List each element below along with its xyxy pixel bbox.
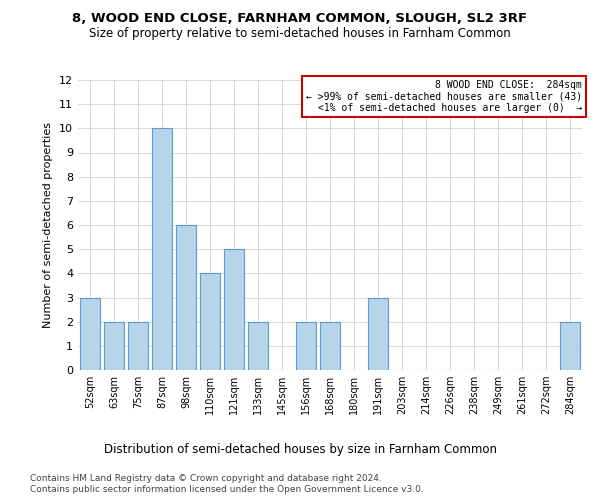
Bar: [560, 322, 580, 370]
Bar: [176, 225, 196, 370]
Bar: [128, 322, 148, 370]
Text: Contains public sector information licensed under the Open Government Licence v3: Contains public sector information licen…: [30, 485, 424, 494]
Text: 8 WOOD END CLOSE:  284sqm
← >99% of semi-detached houses are smaller (43)
<1% of: 8 WOOD END CLOSE: 284sqm ← >99% of semi-…: [306, 80, 582, 113]
Text: 8, WOOD END CLOSE, FARNHAM COMMON, SLOUGH, SL2 3RF: 8, WOOD END CLOSE, FARNHAM COMMON, SLOUG…: [73, 12, 527, 26]
Bar: [224, 249, 244, 370]
Bar: [296, 322, 316, 370]
Bar: [152, 128, 172, 370]
Bar: [368, 298, 388, 370]
Bar: [200, 274, 220, 370]
Bar: [80, 298, 100, 370]
Bar: [248, 322, 268, 370]
Bar: [320, 322, 340, 370]
Text: Distribution of semi-detached houses by size in Farnham Common: Distribution of semi-detached houses by …: [104, 442, 497, 456]
Text: Size of property relative to semi-detached houses in Farnham Common: Size of property relative to semi-detach…: [89, 28, 511, 40]
Y-axis label: Number of semi-detached properties: Number of semi-detached properties: [43, 122, 53, 328]
Text: Contains HM Land Registry data © Crown copyright and database right 2024.: Contains HM Land Registry data © Crown c…: [30, 474, 382, 483]
Bar: [104, 322, 124, 370]
